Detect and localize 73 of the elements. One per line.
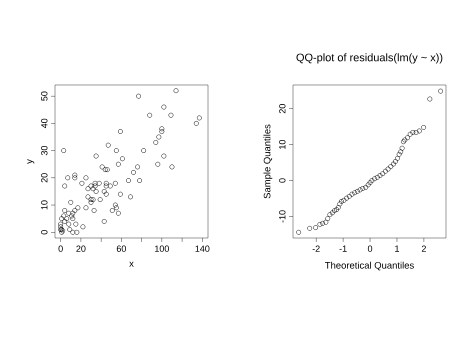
point xyxy=(400,146,405,151)
point xyxy=(369,178,374,183)
point xyxy=(410,130,416,135)
point xyxy=(320,220,326,226)
chart-title: QQ-plot of residuals(lm(y ~ x)) xyxy=(296,53,442,64)
point xyxy=(374,174,380,180)
point xyxy=(354,188,360,194)
point xyxy=(307,226,312,231)
point xyxy=(317,222,322,227)
x-tick-label: -1 xyxy=(340,246,347,252)
point xyxy=(344,196,350,201)
y-tick-label: 20 xyxy=(279,104,286,114)
point xyxy=(395,156,400,161)
x-tick-label: 1 xyxy=(395,246,400,252)
point xyxy=(358,187,363,192)
point xyxy=(402,138,408,142)
x-axis-title: Theoretical Quantiles xyxy=(325,262,414,270)
x-tick-label: 0 xyxy=(368,246,372,252)
y-tick-label: 10 xyxy=(41,200,48,210)
point xyxy=(323,220,328,225)
point xyxy=(386,166,391,172)
point xyxy=(421,124,426,130)
point xyxy=(332,208,337,214)
x-tick-label: -2 xyxy=(312,246,320,252)
point xyxy=(339,198,344,204)
y-tick-label: 0 xyxy=(279,178,286,183)
x-tick-label: 20 xyxy=(76,246,86,252)
point xyxy=(438,88,444,94)
point xyxy=(408,132,413,137)
point xyxy=(427,96,432,102)
point xyxy=(398,149,404,154)
y-tick-label: 50 xyxy=(41,92,48,101)
point xyxy=(350,192,354,197)
x-axis-title: x xyxy=(129,262,134,267)
x-tick-label: 2 xyxy=(422,246,426,252)
point xyxy=(346,194,352,199)
x-tick-label: 0 xyxy=(58,246,63,252)
point xyxy=(313,225,318,230)
point xyxy=(396,152,402,157)
point xyxy=(378,173,382,178)
point xyxy=(334,207,340,212)
y-tick-label: 40 xyxy=(41,118,48,128)
point xyxy=(372,176,378,182)
y-axis-title: Sample Quantiles xyxy=(263,124,272,198)
point xyxy=(325,216,330,222)
point xyxy=(296,230,302,235)
y-tick-label: 10 xyxy=(279,140,286,149)
point xyxy=(336,205,341,210)
point xyxy=(414,130,419,135)
point xyxy=(405,135,410,140)
point xyxy=(368,180,372,186)
point xyxy=(363,184,368,190)
x-tick-label: 60 xyxy=(116,246,126,252)
y-tick-label: -10 xyxy=(279,210,286,223)
x-tick-label: 140 xyxy=(196,246,210,252)
y-tick-label: 20 xyxy=(41,173,48,182)
point xyxy=(391,162,396,166)
y-axis-title: y xyxy=(27,159,34,164)
point xyxy=(400,139,406,144)
x-tick-label: 100 xyxy=(155,246,169,252)
point xyxy=(337,201,342,206)
point xyxy=(416,128,422,134)
point xyxy=(327,212,332,218)
point xyxy=(360,186,366,191)
y-tick-label: 30 xyxy=(41,146,48,156)
point xyxy=(352,190,358,196)
point xyxy=(392,159,398,164)
point xyxy=(388,164,394,169)
y-tick-label: 0 xyxy=(41,230,48,234)
point xyxy=(382,168,388,174)
point xyxy=(366,182,371,188)
point xyxy=(341,198,346,203)
point xyxy=(380,171,386,176)
